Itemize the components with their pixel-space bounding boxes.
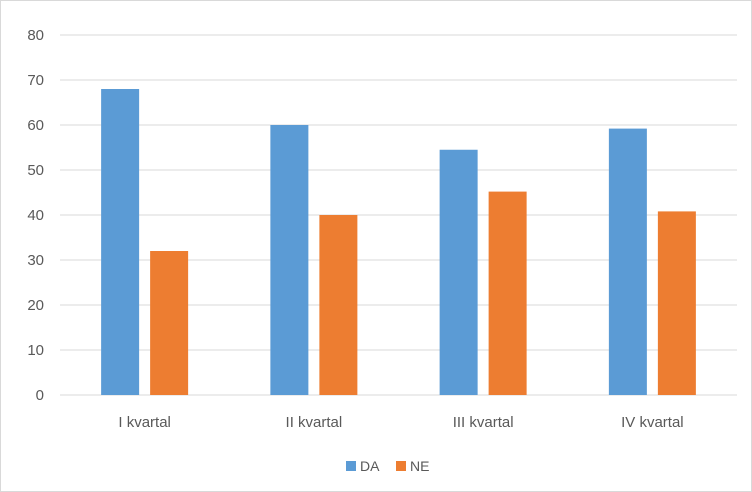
x-tick-label: IV kvartal — [621, 414, 684, 431]
legend-swatch-ne — [396, 461, 406, 471]
bar-ne-2 — [319, 215, 358, 395]
y-axis-tick-labels: 0 10 20 30 40 50 60 70 80 — [27, 27, 44, 404]
bar-ne-4 — [657, 211, 696, 395]
y-tick-label: 80 — [27, 27, 44, 44]
legend-label-ne: NE — [410, 458, 429, 474]
legend: DA NE — [346, 458, 429, 474]
y-tick-label: 70 — [27, 72, 44, 89]
x-axis-tick-labels: I kvartal II kvartal III kvartal IV kvartal — [118, 414, 683, 431]
bar-ne-1 — [150, 251, 189, 395]
bar-ne-3 — [488, 191, 527, 395]
y-tick-label: 60 — [27, 117, 44, 134]
bar-da-2 — [270, 125, 309, 395]
y-tick-label: 20 — [27, 297, 44, 314]
y-tick-label: 30 — [27, 252, 44, 269]
x-tick-label: II kvartal — [286, 414, 343, 431]
bar-da-4 — [608, 128, 647, 395]
y-tick-label: 40 — [27, 207, 44, 224]
legend-label-da: DA — [360, 458, 380, 474]
bars — [101, 89, 696, 395]
x-tick-label: III kvartal — [453, 414, 514, 431]
y-tick-label: 0 — [36, 387, 44, 404]
x-tick-label: I kvartal — [118, 414, 171, 431]
legend-swatch-da — [346, 461, 356, 471]
y-tick-label: 50 — [27, 162, 44, 179]
bar-da-1 — [101, 89, 140, 395]
y-tick-label: 10 — [27, 342, 44, 359]
bar-da-3 — [439, 149, 478, 395]
